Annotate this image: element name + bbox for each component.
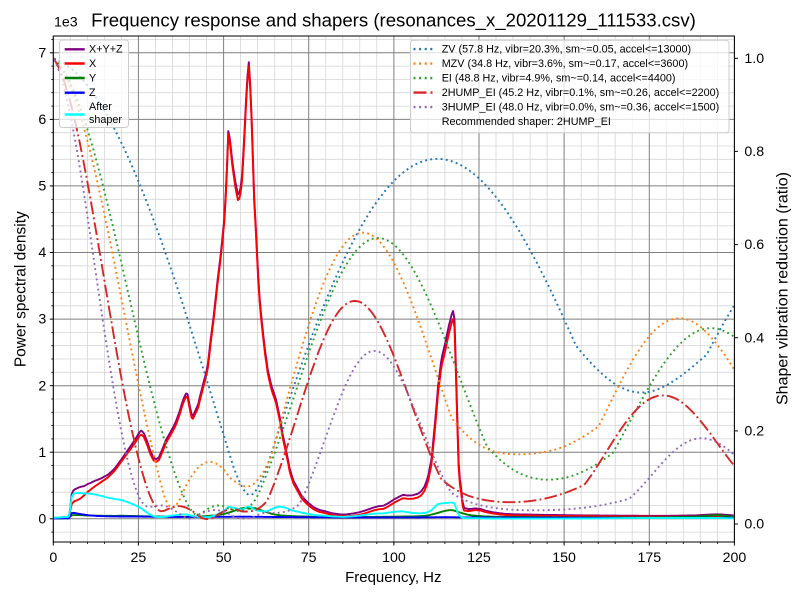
svg-text:6: 6 <box>38 112 46 128</box>
svg-text:7: 7 <box>38 45 46 61</box>
svg-text:X: X <box>89 58 96 70</box>
svg-text:3: 3 <box>38 312 46 328</box>
svg-text:0: 0 <box>49 550 57 566</box>
svg-text:Recommended shaper: 2HUMP_EI: Recommended shaper: 2HUMP_EI <box>442 116 611 128</box>
svg-text:100: 100 <box>382 550 406 566</box>
svg-text:1: 1 <box>38 445 46 461</box>
svg-text:ZV (57.8 Hz, vibr=20.3%, sm~=0: ZV (57.8 Hz, vibr=20.3%, sm~=0.05, accel… <box>442 44 691 56</box>
svg-text:After: After <box>89 101 112 113</box>
svg-text:0.0: 0.0 <box>744 517 764 533</box>
svg-text:175: 175 <box>637 550 661 566</box>
svg-text:EI (48.8 Hz, vibr=4.9%, sm~=0.: EI (48.8 Hz, vibr=4.9%, sm~=0.14, accel<… <box>442 73 676 85</box>
svg-text:200: 200 <box>723 550 747 566</box>
svg-text:125: 125 <box>467 550 491 566</box>
svg-text:Power spectral density: Power spectral density <box>13 211 30 367</box>
svg-text:Z: Z <box>89 87 96 99</box>
svg-text:4: 4 <box>38 245 46 261</box>
svg-text:1e3: 1e3 <box>54 15 78 31</box>
svg-text:MZV (34.8 Hz, vibr=3.6%, sm~=0: MZV (34.8 Hz, vibr=3.6%, sm~=0.17, accel… <box>442 58 688 70</box>
svg-text:75: 75 <box>301 550 317 566</box>
svg-text:Y: Y <box>89 72 96 84</box>
svg-text:1.0: 1.0 <box>744 51 764 67</box>
svg-text:Shaper vibration reduction (ra: Shaper vibration reduction (ratio) <box>775 172 792 405</box>
svg-text:5: 5 <box>38 179 46 195</box>
svg-text:3HUMP_EI (48.0 Hz, vibr=0.0%,: 3HUMP_EI (48.0 Hz, vibr=0.0%, sm~=0.36, … <box>442 102 720 114</box>
svg-text:0.4: 0.4 <box>744 330 764 346</box>
svg-text:2: 2 <box>38 378 46 394</box>
svg-text:0: 0 <box>38 511 46 527</box>
svg-text:X+Y+Z: X+Y+Z <box>89 44 123 56</box>
svg-text:50: 50 <box>216 550 232 566</box>
svg-text:0.8: 0.8 <box>744 144 764 160</box>
svg-text:0.2: 0.2 <box>744 424 764 440</box>
svg-text:25: 25 <box>131 550 147 566</box>
svg-text:2HUMP_EI (45.2 Hz, vibr=0.1%,: 2HUMP_EI (45.2 Hz, vibr=0.1%, sm~=0.26, … <box>442 87 720 99</box>
svg-text:Frequency, Hz: Frequency, Hz <box>345 569 441 586</box>
svg-text:0.6: 0.6 <box>744 237 764 253</box>
svg-text:shaper: shaper <box>89 114 122 126</box>
svg-text:Frequency response and shapers: Frequency response and shapers (resonanc… <box>91 10 696 32</box>
svg-text:150: 150 <box>552 550 576 566</box>
